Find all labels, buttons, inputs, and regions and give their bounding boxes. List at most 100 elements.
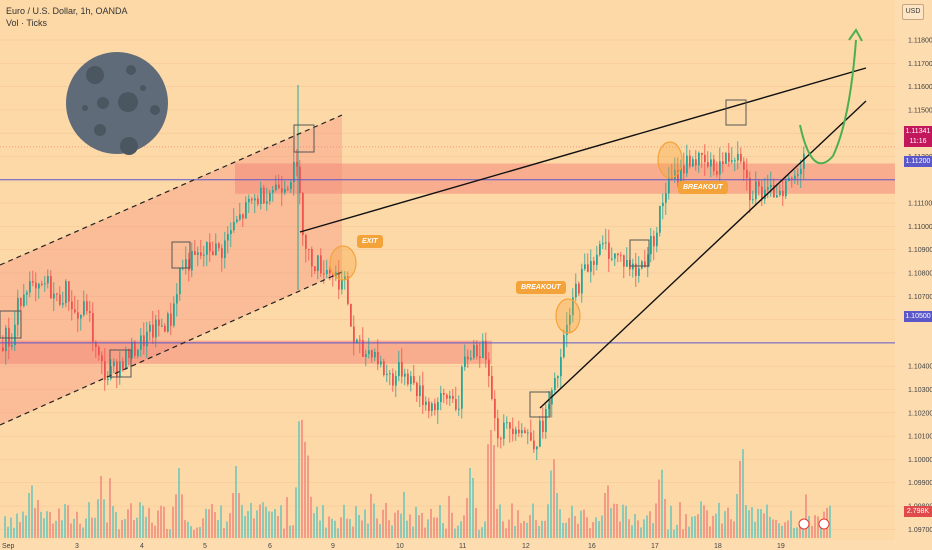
volume-bar	[601, 515, 603, 538]
candle-body	[614, 253, 616, 259]
volume-bar	[397, 510, 399, 538]
candle-body	[680, 165, 682, 183]
moon-crater	[86, 66, 104, 84]
volume-bar	[607, 485, 609, 538]
candle-body	[362, 340, 364, 357]
candle-body	[770, 184, 772, 188]
volume-bar	[742, 449, 744, 538]
candle-body	[65, 281, 67, 304]
candle-body	[407, 373, 409, 385]
candle-body	[209, 242, 211, 252]
candle-body	[512, 428, 514, 435]
candle-body	[458, 408, 460, 410]
price-tick-label: 1.10400	[908, 364, 932, 371]
candle-body	[218, 243, 220, 249]
volume-bar	[781, 525, 783, 538]
volume-bar	[70, 523, 72, 538]
volume-bar	[349, 519, 351, 538]
volume-indicator-label[interactable]: Vol · Ticks	[6, 18, 48, 28]
candle-body	[644, 261, 646, 268]
candle-body	[563, 335, 565, 358]
highlight-box	[725, 99, 747, 126]
candle-body	[191, 251, 193, 271]
volume-bar	[451, 512, 453, 538]
volume-bar	[289, 525, 291, 538]
volume-bar	[28, 493, 30, 538]
volume-bar	[760, 509, 762, 538]
candle-body	[599, 244, 601, 255]
candle-body	[533, 440, 535, 450]
candle-body	[758, 181, 760, 187]
volume-bar	[355, 506, 357, 538]
volume-bar	[379, 524, 381, 538]
volume-bar	[817, 516, 819, 538]
volume-bar	[154, 525, 156, 538]
volume-bar	[139, 502, 141, 538]
volume-bar	[292, 525, 294, 538]
candle-body	[311, 248, 313, 267]
volume-bar	[733, 521, 735, 538]
volume-bar	[820, 526, 822, 538]
volume-bar	[502, 521, 504, 538]
candle-body	[518, 429, 520, 434]
candle-body	[752, 199, 754, 201]
volume-bar	[808, 515, 810, 538]
level-lower-label: 1.10500	[904, 311, 932, 322]
candle-body	[587, 264, 589, 272]
candle-body	[635, 263, 637, 276]
volume-bar	[727, 507, 729, 538]
volume-bar	[712, 515, 714, 538]
candle-body	[380, 361, 382, 365]
volume-bar	[694, 516, 696, 538]
volume-bar	[505, 528, 507, 538]
candle-body	[176, 294, 178, 304]
candle-body	[164, 325, 166, 332]
volume-bar	[214, 512, 216, 538]
volume-bar	[16, 513, 18, 538]
candle-body	[557, 376, 559, 379]
candle-body	[224, 240, 226, 258]
volume-bar	[649, 511, 651, 538]
volume-bar	[745, 505, 747, 538]
volume-bar	[430, 508, 432, 538]
highlight-circle	[657, 141, 683, 179]
volume-bar	[736, 494, 738, 538]
volume-bar	[364, 509, 366, 538]
candle-body	[371, 350, 373, 358]
candle-body	[347, 276, 349, 304]
volume-bar	[382, 509, 384, 538]
volume-bar	[265, 506, 267, 538]
volume-bar	[61, 520, 63, 538]
volume-bar	[376, 518, 378, 538]
volume-bar	[418, 515, 420, 538]
candle-body	[356, 339, 358, 344]
volume-bar	[133, 519, 135, 538]
event-flag-icon	[818, 518, 830, 530]
volume-bar	[730, 519, 732, 538]
volume-bar	[7, 526, 9, 538]
breakout-annotation-2: BREAKOUT	[678, 181, 728, 194]
price-tick-label: 1.11500	[908, 107, 932, 114]
volume-bar	[529, 515, 531, 538]
volume-bar	[646, 515, 648, 538]
candle-body	[323, 273, 325, 275]
candle-body	[548, 404, 550, 409]
volume-bar	[754, 521, 756, 538]
candle-body	[320, 255, 322, 274]
currency-button[interactable]: USD	[902, 4, 924, 20]
volume-bar	[652, 523, 654, 538]
volume-bar	[757, 508, 759, 538]
volume-bar	[799, 520, 801, 538]
highlight-box	[529, 391, 551, 418]
volume-bar	[277, 515, 279, 538]
chart-title: Euro / U.S. Dollar, 1h, OANDA	[6, 6, 128, 16]
candle-body	[734, 160, 736, 162]
volume-bar	[616, 503, 618, 538]
candle-body	[50, 276, 52, 299]
candle-body	[593, 260, 595, 265]
candle-body	[149, 324, 151, 332]
volume-bar	[310, 496, 312, 538]
candle-body	[200, 252, 202, 256]
candle-body	[626, 259, 628, 267]
